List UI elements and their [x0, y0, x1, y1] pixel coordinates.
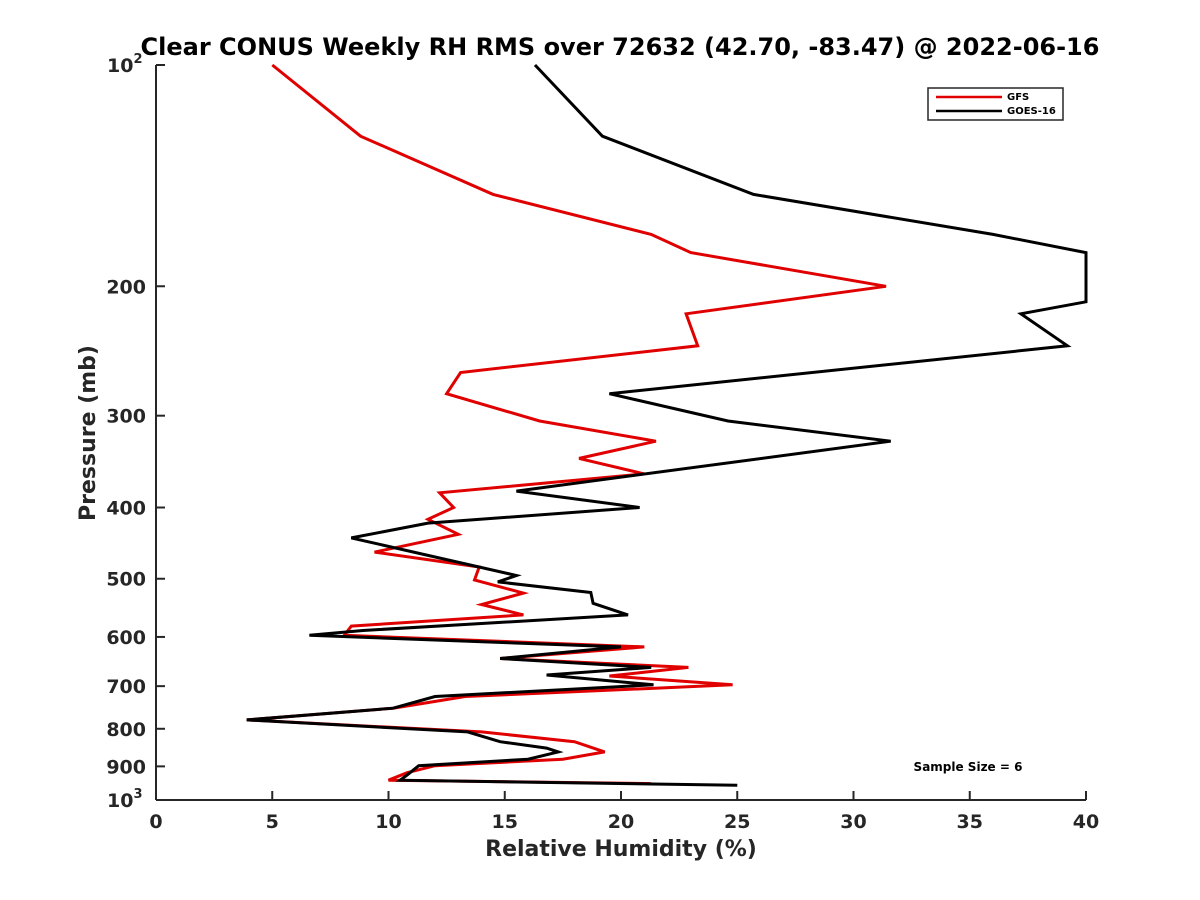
x-tick-label: 25 [724, 811, 750, 833]
chart-title: Clear CONUS Weekly RH RMS over 72632 (42… [141, 33, 1100, 61]
y-tick-label: 500 [106, 569, 146, 591]
x-tick-label: 0 [149, 811, 162, 833]
y-tick-label: 800 [106, 719, 146, 741]
y-tick-label: 300 [106, 406, 146, 428]
x-tick-label: 35 [957, 811, 983, 833]
y-tick-label: 700 [106, 676, 146, 698]
sample-size-annotation: Sample Size = 6 [914, 760, 1023, 774]
series-line-gfs [246, 63, 887, 786]
x-axis-label: Relative Humidity (%) [485, 837, 757, 862]
x-tick-label: 5 [266, 811, 279, 833]
y-ticks: 102 200 300 400 500 600 700 800 900 103 [106, 52, 165, 812]
x-ticks: 0 5 10 15 20 25 30 35 40 [149, 791, 1099, 833]
y-tick-label: 600 [106, 627, 146, 649]
y-tick-label: 900 [106, 756, 146, 778]
legend-label-goes16: GOES-16 [1007, 106, 1056, 117]
x-tick-label: 30 [840, 811, 866, 833]
x-tick-label: 20 [608, 811, 634, 833]
y-axis-label: Pressure (mb) [76, 345, 101, 521]
y-tick-label: 400 [106, 498, 146, 520]
y-tick-label: 102 [107, 52, 143, 77]
legend: GFS GOES-16 [927, 87, 1064, 121]
y-tick-label: 200 [106, 276, 146, 298]
series-line-goes16 [246, 63, 1088, 787]
x-tick-label: 10 [375, 811, 401, 833]
x-tick-label: 40 [1073, 811, 1099, 833]
legend-label-gfs: GFS [1007, 92, 1029, 103]
y-tick-label: 103 [107, 787, 143, 812]
x-tick-label: 15 [492, 811, 518, 833]
legend-box [927, 87, 1064, 121]
plot-lines [246, 63, 1088, 787]
